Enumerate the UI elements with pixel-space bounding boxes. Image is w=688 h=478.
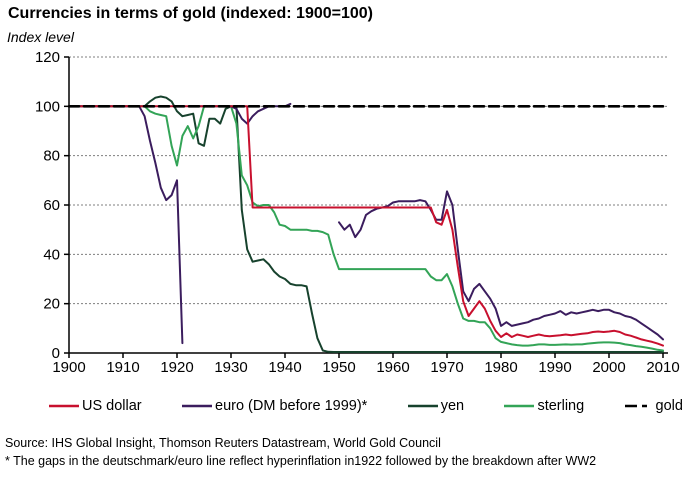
svg-text:1910: 1910 (106, 359, 139, 376)
svg-text:20: 20 (43, 296, 60, 313)
legend-label-yen: yen (440, 398, 465, 414)
legend: US dollar euro (DM before 1999)* yen ste… (48, 395, 683, 417)
legend-label-euro: euro (DM before 1999)* (215, 398, 368, 414)
svg-text:1970: 1970 (430, 359, 463, 376)
legend-item-gold: gold (624, 398, 683, 414)
legend-item-us-dollar: US dollar (48, 398, 142, 414)
svg-text:2010: 2010 (646, 359, 679, 376)
svg-text:2000: 2000 (592, 359, 625, 376)
y-axis-title: Index level (7, 29, 74, 45)
euro-line-swatch-icon (182, 404, 212, 408)
legend-item-sterling: sterling (503, 398, 584, 414)
svg-text:1950: 1950 (322, 359, 355, 376)
us-dollar-line-swatch-icon (49, 404, 79, 408)
legend-label-sterling: sterling (537, 398, 585, 414)
svg-text:1990: 1990 (538, 359, 571, 376)
footnote: * The gaps in the deutschmark/euro line … (5, 454, 597, 468)
line-chart: 0 20 40 60 80 100 120 1900 1910 1920 1930 1940 1950 1… (35, 49, 680, 376)
svg-text:60: 60 (43, 197, 60, 214)
svg-text:1930: 1930 (214, 359, 247, 376)
legend-label-us-dollar: US dollar (82, 398, 142, 414)
sterling-line-swatch-icon (504, 404, 535, 408)
svg-text:120: 120 (35, 49, 60, 66)
chart-title: Currencies in terms of gold (indexed: 19… (8, 5, 374, 22)
svg-text:1920: 1920 (160, 359, 193, 376)
svg-text:40: 40 (43, 246, 60, 263)
source-note: Source: IHS Global Insight, Thomson Reut… (5, 436, 441, 450)
yen-line-swatch-icon (407, 404, 438, 408)
svg-text:0: 0 (52, 345, 60, 362)
svg-text:1980: 1980 (484, 359, 517, 376)
svg-text:1940: 1940 (268, 359, 301, 376)
svg-text:1900: 1900 (52, 359, 85, 376)
svg-text:100: 100 (35, 98, 60, 115)
legend-label-gold: gold (655, 398, 683, 414)
svg-text:80: 80 (43, 148, 60, 165)
gold-dashed-line-swatch-icon (624, 404, 653, 408)
legend-item-euro: euro (DM before 1999)* (181, 398, 367, 414)
svg-text:1960: 1960 (376, 359, 409, 376)
legend-item-yen: yen (407, 398, 464, 414)
